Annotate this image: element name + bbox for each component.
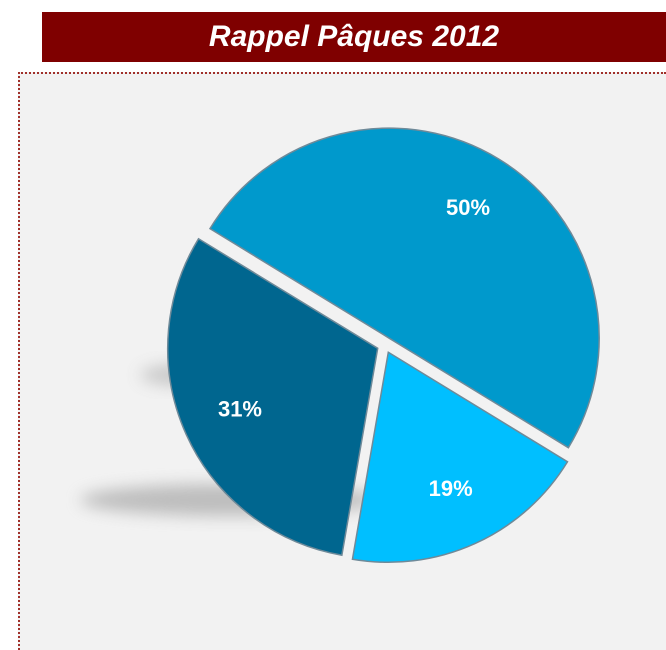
pie-slice — [351, 351, 569, 564]
chart-title: Rappel Pâques 2012 — [42, 12, 666, 62]
pie-slice — [167, 237, 379, 557]
data-label: 19% — [429, 476, 473, 501]
data-label: 50% — [446, 195, 490, 220]
pie-slice — [208, 127, 600, 449]
data-label: 31% — [218, 397, 262, 422]
